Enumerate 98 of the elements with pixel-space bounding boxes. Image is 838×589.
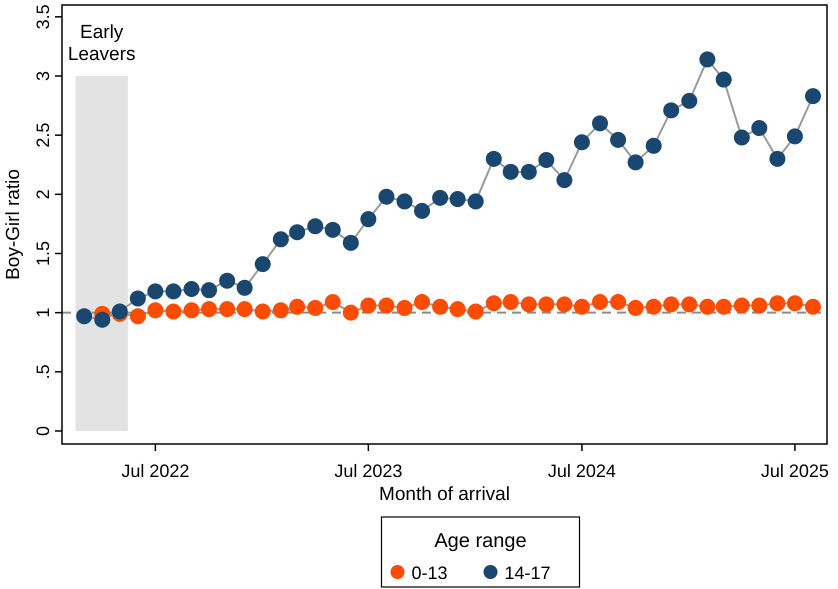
y-tick-label: 0 [33,426,53,436]
point [751,120,768,136]
x-tick-label: Jul 2025 [760,461,829,481]
point [289,224,306,240]
point [432,298,448,315]
point [360,211,376,228]
point [432,190,448,206]
point [307,218,324,234]
y-tick-label: 1.5 [33,240,53,266]
point [574,134,590,150]
point [556,172,572,188]
point [378,298,394,314]
point [716,298,732,315]
point [502,294,519,310]
point [414,294,430,310]
point [201,301,218,318]
point [699,51,716,68]
point [130,308,146,324]
point [769,150,786,167]
point [236,280,253,296]
point [804,88,821,104]
point [681,92,698,109]
point [786,128,803,144]
point [663,102,680,118]
point [646,298,662,315]
point [734,298,750,314]
point [786,295,803,312]
point [272,302,289,318]
point [307,300,324,316]
point [520,164,537,180]
point [592,115,608,132]
point [414,202,430,219]
point [396,193,413,210]
point [681,296,698,312]
point [663,296,680,312]
point [734,130,750,146]
point [184,280,200,297]
point [804,298,821,315]
point [538,296,554,312]
point [94,312,110,328]
point [520,296,537,312]
point [165,283,182,300]
y-tick-label: 3 [33,70,53,82]
point [147,302,164,318]
point [396,300,413,316]
point [486,295,502,312]
point [76,308,92,324]
y-tick-label: 2.5 [33,122,53,148]
point [751,298,768,314]
point [324,222,341,238]
x-tick-label: Jul 2023 [334,461,402,481]
x-tick-label: Jul 2024 [548,461,616,481]
y-tick-label: 1 [33,308,53,318]
point [486,150,502,167]
point [716,72,732,88]
x-tick-label: Jul 2022 [121,461,190,481]
point [324,294,341,310]
point [342,234,359,251]
point [254,256,271,272]
point [769,295,786,312]
point [574,298,590,315]
point [378,188,394,205]
point [628,154,644,170]
point [628,300,644,316]
point [236,301,253,318]
point [219,301,236,318]
legend-title: Age range [434,530,527,552]
point [450,301,466,318]
y-axis-title: Boy-Girl ratio [3,169,24,280]
point [556,296,572,312]
legend-label: 14-17 [504,563,551,583]
x-axis-title: Month of arrival [379,484,510,505]
point [184,302,200,318]
point [130,290,146,306]
point [468,193,484,210]
point [342,304,359,321]
legend-label: 0-13 [412,563,448,583]
point [699,298,716,315]
point [538,152,554,168]
point [147,283,164,300]
band-label: Early Leavers [68,22,136,65]
y-tick-label: .5 [33,364,53,380]
point [289,298,306,315]
point [468,303,484,320]
point [502,164,519,180]
point [254,303,271,320]
point [201,282,218,298]
point [610,294,626,310]
point [610,132,626,148]
point [646,138,662,154]
point [360,298,376,314]
point [165,303,182,320]
point [219,272,236,289]
y-tick-label: 3.5 [33,4,53,30]
point [450,191,466,208]
y-tick-label: 2 [33,189,53,200]
point [272,231,289,248]
point [592,294,608,310]
